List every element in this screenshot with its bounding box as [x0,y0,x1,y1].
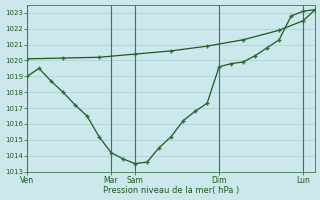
X-axis label: Pression niveau de la mer( hPa ): Pression niveau de la mer( hPa ) [103,186,239,195]
